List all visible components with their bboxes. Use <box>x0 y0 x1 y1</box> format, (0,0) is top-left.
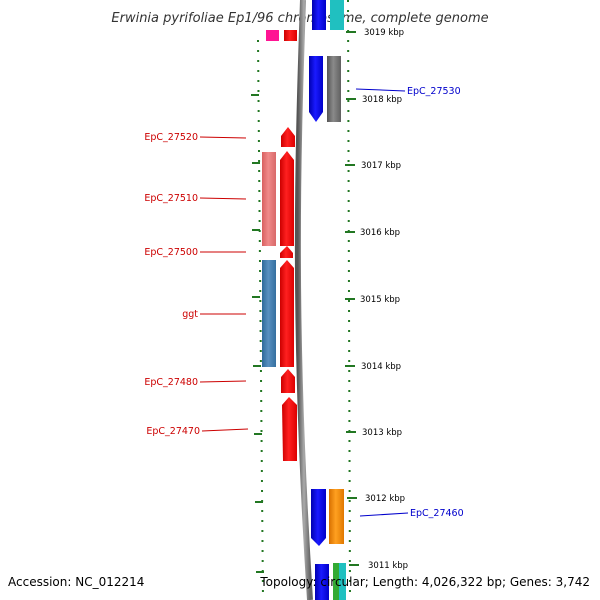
tick-label: 3012 kbp <box>365 494 405 504</box>
accession-text: Accession: NC_012214 <box>8 575 144 589</box>
gene-epc27530[interactable] <box>327 56 341 122</box>
gene-epc27480[interactable] <box>281 369 295 393</box>
gene-label-epc27480[interactable]: EpC_27480 <box>144 377 198 388</box>
gene-epc27500[interactable] <box>280 246 293 258</box>
gene-magenta-top[interactable] <box>266 30 279 41</box>
left-gene-labels: EpC_27520 EpC_27510 EpC_27500 ggt EpC_27… <box>144 132 249 437</box>
gene-epc27460[interactable] <box>329 489 344 544</box>
topology-text: Topology: circular; Length: 4,026,322 bp… <box>259 575 590 589</box>
tick-label: 3018 kbp <box>362 95 402 105</box>
gene-epc27520[interactable] <box>281 127 295 147</box>
gene-blue-top[interactable] <box>312 0 326 30</box>
gene-label-epc27530[interactable]: EpC_27530 <box>407 86 461 97</box>
gene-cyan-top[interactable] <box>330 0 344 30</box>
gene-label-epc27510[interactable]: EpC_27510 <box>144 193 198 204</box>
scale-ticks: 3019 kbp 3018 kbp 3017 kbp 3016 kbp 3015… <box>345 28 408 571</box>
gene-ggt[interactable] <box>280 260 294 367</box>
tick-label: 3011 kbp <box>368 561 408 571</box>
tick-label: 3017 kbp <box>361 161 401 171</box>
gene-cyan-bottom[interactable] <box>339 563 346 600</box>
tick-label: 3014 kbp <box>361 362 401 372</box>
gene-pink-block[interactable] <box>262 152 276 246</box>
gene-label-epc27460[interactable]: EpC_27460 <box>410 508 464 519</box>
genome-backbone <box>294 0 313 600</box>
gene-label-epc27500[interactable]: EpC_27500 <box>144 247 198 258</box>
tick-label: 3016 kbp <box>360 228 400 238</box>
gene-epc27510[interactable] <box>280 151 294 246</box>
gene-green-bottom[interactable] <box>333 563 339 600</box>
tick-label: 3019 kbp <box>364 28 404 38</box>
gene-label-epc27470[interactable]: EpC_27470 <box>146 426 200 437</box>
gene-label-ggt[interactable]: ggt <box>182 309 198 320</box>
gene-steel-block[interactable] <box>262 260 276 367</box>
gene-blue-bottom[interactable] <box>315 564 329 600</box>
gene-blue-epc27530-region[interactable] <box>309 56 323 122</box>
tick-label: 3013 kbp <box>362 428 402 438</box>
gene-blue-epc27460-region[interactable] <box>311 489 326 546</box>
gene-red-top[interactable] <box>284 30 297 41</box>
right-gene-labels: EpC_27530 EpC_27460 <box>355 86 464 519</box>
gene-label-epc27520[interactable]: EpC_27520 <box>144 132 198 143</box>
left-dash-track <box>257 39 264 600</box>
left-major-ticks <box>251 94 264 573</box>
tick-label: 3015 kbp <box>360 295 400 305</box>
gene-epc27470[interactable] <box>282 397 297 461</box>
